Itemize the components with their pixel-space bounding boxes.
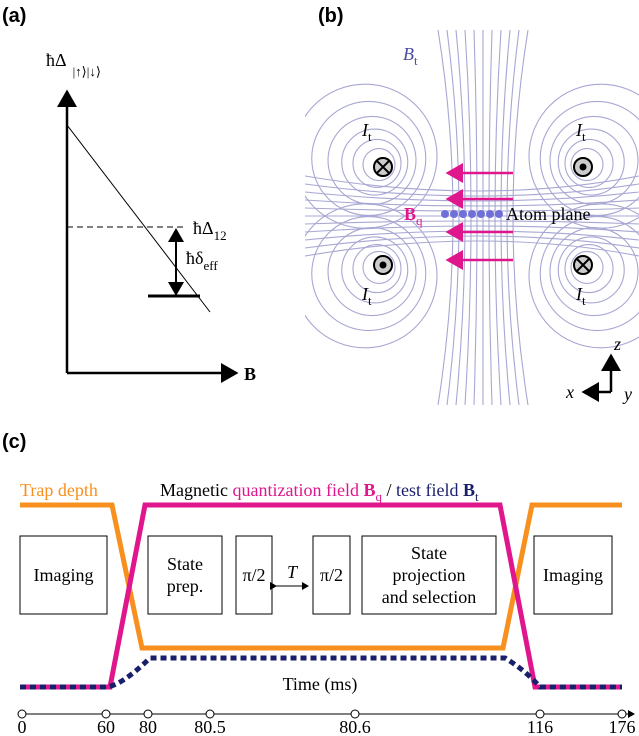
field-line [305, 184, 639, 196]
box-label: prep. [167, 576, 203, 596]
axis-y: y [622, 384, 632, 404]
symbol: B [404, 204, 416, 224]
x-axis-label: B [244, 364, 256, 384]
atom-plane-label: Atom plane [506, 204, 590, 224]
field-line [312, 217, 426, 331]
text: / [382, 480, 396, 500]
text: test field [396, 480, 463, 500]
box [148, 536, 222, 614]
field-label: Bt [403, 44, 418, 68]
tick-label: 116 [527, 717, 553, 736]
symbol: ħΔ [46, 50, 67, 70]
axis-x: x [565, 382, 574, 402]
legend: Magnetic quantization field Bq / test fi… [160, 480, 479, 504]
quantization-label: Bq [404, 204, 423, 228]
text: quantization field [232, 480, 363, 500]
symbol: B [403, 44, 414, 64]
box-label: projection [393, 565, 466, 585]
tick-label: 176 [609, 717, 636, 736]
tick-label: 80.5 [194, 717, 226, 736]
panel-label: (b) [318, 5, 344, 27]
subscript: 12 [214, 228, 227, 243]
box-label: and selection [382, 587, 476, 607]
trap-depth-label: Trap depth [20, 480, 98, 500]
field-line [305, 236, 639, 248]
subscript: |↑⟩|↓⟩ [73, 64, 101, 79]
panel-label: (c) [2, 431, 26, 453]
axis-z: z [613, 334, 621, 354]
subscript: t [414, 53, 418, 68]
text: Magnetic [160, 480, 232, 500]
symbol: ħΔ [193, 218, 214, 238]
detuning-label: ħδeff [186, 248, 218, 273]
coordinate-axes [584, 356, 611, 392]
box-label: π/2 [320, 565, 343, 585]
subscript: t [475, 489, 479, 504]
symbol: B [363, 480, 375, 500]
box-label: Imaging [543, 565, 603, 585]
level-label: ħΔ12 [193, 218, 227, 243]
time-label: Time (ms) [283, 674, 358, 695]
symbol: B [463, 480, 475, 500]
field-line [312, 101, 426, 215]
subscript: t [368, 293, 372, 308]
tick-label: 80.6 [339, 717, 371, 736]
subscript: t [582, 293, 586, 308]
box-label: State [167, 554, 203, 574]
tick-label: 60 [97, 717, 115, 736]
subscript: t [368, 129, 372, 144]
current-label: It [361, 284, 372, 308]
figure: (a) ħΔ|↑⟩|↓⟩ B ħΔ12 ħδeff (b) Bt It It I… [0, 0, 639, 736]
symbol: ħδ [186, 248, 203, 268]
subscript: t [582, 129, 586, 144]
current-label: It [361, 120, 372, 144]
box-label: Imaging [34, 565, 94, 585]
interval-label: T [287, 562, 299, 582]
current-label: It [575, 284, 586, 308]
subscript: eff [203, 258, 218, 273]
y-axis-label: ħΔ |↑⟩|↓⟩ [46, 50, 101, 79]
subscript: q [416, 213, 423, 228]
box-label: π/2 [242, 565, 265, 585]
tick-label: 0 [18, 717, 27, 736]
box-label: State [411, 543, 447, 563]
field-line [474, 30, 477, 405]
panel-label: (a) [2, 5, 26, 27]
tick-label: 80 [139, 717, 157, 736]
